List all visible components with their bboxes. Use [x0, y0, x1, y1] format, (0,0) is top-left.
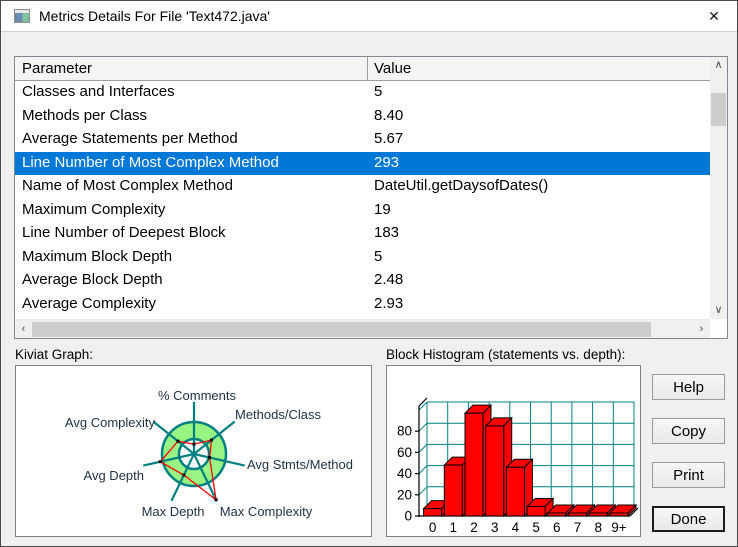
- svg-text:% Comments: % Comments: [158, 388, 237, 403]
- svg-text:Max Depth: Max Depth: [142, 504, 205, 519]
- table-row[interactable]: Average Statements per Method 5.67: [15, 128, 710, 152]
- parameter-cell: Maximum Complexity: [22, 200, 166, 218]
- parameter-cell: Name of Most Complex Method: [22, 177, 233, 194]
- metrics-list: Parameter Value Classes and Interfaces 5 M…: [14, 56, 728, 339]
- list-header: Parameter Value: [15, 57, 710, 81]
- table-row[interactable]: Average Block Depth 2.48: [15, 269, 710, 293]
- svg-text:20: 20: [397, 487, 412, 502]
- horizontal-scrollbar[interactable]: ‹ ›: [15, 319, 710, 338]
- svg-text:80: 80: [397, 424, 412, 439]
- svg-text:Avg Depth: Avg Depth: [84, 468, 144, 483]
- value-cell: 2.93: [374, 294, 404, 312]
- svg-text:4: 4: [512, 520, 520, 535]
- table-row[interactable]: Line Number of Deepest Block 183: [15, 222, 710, 246]
- parameter-cell: Line Number of Most Complex Method: [22, 153, 279, 171]
- print-button[interactable]: Print: [652, 462, 725, 488]
- kiviat-chart: % Comments Methods/Class Avg Stmts/Method M…: [65, 388, 353, 519]
- svg-text:Avg Complexity: Avg Complexity: [65, 415, 156, 430]
- column-header-parameter[interactable]: Parameter: [15, 57, 368, 80]
- window-title: Metrics Details For File 'Text472.java': [39, 8, 270, 24]
- kiviat-graph-panel: % Comments Methods/Class Avg Stmts/Method M…: [15, 365, 372, 537]
- table-rows: Classes and Interfaces 5 Methods per Class…: [15, 81, 710, 319]
- table-row[interactable]: Line Number of Most Complex Method 293: [15, 151, 710, 175]
- column-header-value[interactable]: Value: [374, 60, 412, 77]
- svg-text:9+: 9+: [611, 520, 627, 535]
- value-cell: 8.40: [374, 106, 404, 124]
- svg-text:8: 8: [594, 520, 602, 535]
- table-row[interactable]: Classes and Interfaces 5: [15, 81, 710, 105]
- parameter-cell: Average Complexity: [22, 294, 156, 312]
- parameter-cell: Line Number of Deepest Block: [22, 224, 226, 241]
- scroll-down-icon[interactable]: ∨: [714, 304, 723, 316]
- svg-text:7: 7: [574, 520, 582, 535]
- done-button[interactable]: Done: [652, 506, 725, 532]
- svg-text:Max Complexity: Max Complexity: [220, 504, 313, 519]
- value-cell: 19: [374, 200, 391, 218]
- vertical-scrollbar[interactable]: ∧ ∨: [710, 57, 727, 319]
- table-row[interactable]: Name of Most Complex Method DateUtil.getD…: [15, 175, 710, 199]
- scroll-up-icon[interactable]: ∧: [714, 59, 723, 71]
- value-cell: 2.48: [374, 271, 404, 288]
- kiviat-data-markers: [158, 438, 218, 502]
- close-button[interactable]: ✕: [708, 7, 720, 24]
- parameter-cell: Classes and Interfaces: [22, 83, 175, 100]
- table-row[interactable]: Average Complexity 2.93: [15, 293, 710, 317]
- svg-text:0: 0: [429, 520, 437, 535]
- horizontal-scroll-thumb[interactable]: [32, 322, 651, 337]
- scroll-left-icon[interactable]: ‹: [21, 323, 26, 335]
- parameter-cell: Methods per Class: [22, 106, 148, 124]
- scroll-right-icon[interactable]: ›: [699, 323, 704, 335]
- svg-text:6: 6: [553, 520, 561, 535]
- table-row[interactable]: Maximum Complexity 19: [15, 199, 710, 223]
- svg-text:60: 60: [397, 445, 412, 460]
- svg-text:Avg Stmts/Method: Avg Stmts/Method: [247, 457, 353, 472]
- svg-text:3: 3: [491, 520, 499, 535]
- value-cell: 5: [374, 83, 383, 100]
- svg-text:1: 1: [450, 520, 458, 535]
- copy-button[interactable]: Copy: [652, 418, 725, 444]
- app-icon: [14, 9, 30, 23]
- value-cell: 5.67: [374, 130, 404, 147]
- table-row[interactable]: Methods per Class 8.40: [15, 105, 710, 129]
- value-cell: DateUtil.getDaysofDates(): [374, 177, 549, 194]
- svg-text:40: 40: [397, 466, 412, 481]
- value-cell: 183: [374, 224, 400, 241]
- parameter-cell: Average Statements per Method: [22, 130, 238, 147]
- vertical-scroll-thumb[interactable]: [711, 93, 726, 126]
- histogram-bars: [422, 403, 638, 518]
- kiviat-axis-labels: % Comments Methods/Class Avg Stmts/Method M…: [65, 388, 353, 519]
- kiviat-graph-label: Kiviat Graph:: [15, 347, 94, 362]
- table-row[interactable]: Maximum Block Depth 5: [15, 246, 710, 270]
- svg-text:5: 5: [532, 520, 540, 535]
- parameter-cell: Maximum Block Depth: [22, 247, 173, 265]
- parameter-cell: Average Block Depth: [22, 271, 163, 288]
- svg-text:Methods/Class: Methods/Class: [235, 407, 321, 422]
- titlebar[interactable]: Metrics Details For File 'Text472.java' …: [1, 1, 737, 32]
- svg-text:2: 2: [470, 520, 478, 535]
- block-histogram-panel: 0 20 40 60 80 0 1 2 3 4 5 6 7 8 9+: [386, 365, 641, 537]
- svg-text:0: 0: [404, 509, 412, 524]
- value-cell: 5: [374, 247, 383, 265]
- block-histogram-label: Block Histogram (statements vs. depth):: [386, 347, 626, 362]
- help-button[interactable]: Help: [652, 374, 725, 400]
- value-cell: 293: [374, 153, 400, 171]
- kiviat-data-polygon: [159, 439, 217, 502]
